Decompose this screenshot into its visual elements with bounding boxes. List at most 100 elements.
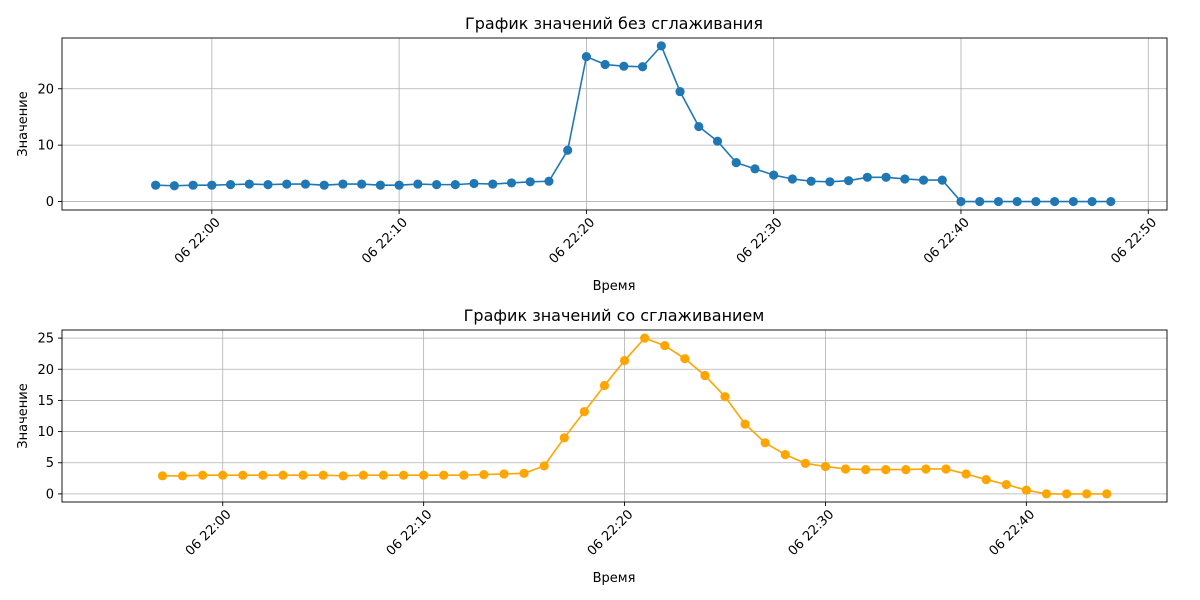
data-point — [825, 177, 835, 187]
data-point — [169, 181, 179, 191]
y-tick-label: 0 — [46, 195, 54, 210]
data-point — [921, 464, 931, 474]
data-point — [525, 177, 535, 187]
data-point — [506, 178, 517, 188]
data-point — [499, 469, 509, 479]
data-point — [961, 469, 971, 479]
data-point — [820, 461, 831, 472]
data-point — [177, 471, 188, 481]
data-point — [1106, 196, 1116, 207]
y-tick-label: 10 — [37, 139, 54, 154]
data-point — [1021, 485, 1031, 495]
data-point — [760, 438, 770, 448]
x-axis-label: Время — [593, 279, 636, 294]
x-tick-label: 06 22:00 — [183, 507, 235, 559]
data-point — [357, 179, 367, 189]
data-point — [431, 180, 442, 190]
data-point — [680, 354, 690, 364]
data-point — [740, 419, 750, 429]
data-point — [619, 355, 630, 366]
data-point — [225, 180, 236, 190]
data-point — [975, 196, 985, 207]
data-point — [318, 470, 328, 480]
data-point — [640, 333, 650, 343]
chart-smoothed: График значений со сглаживанием Время Зн… — [16, 306, 1168, 586]
data-point — [700, 370, 710, 381]
data-point — [207, 180, 217, 190]
data-point — [901, 464, 911, 475]
data-point — [1061, 489, 1072, 499]
data-point — [599, 380, 610, 391]
data-point — [300, 179, 311, 189]
data-point — [198, 470, 208, 480]
x-axis-label: Время — [593, 571, 636, 586]
y-tick-label: 20 — [37, 82, 54, 97]
data-point — [800, 458, 810, 468]
data-point — [258, 470, 268, 480]
data-point — [1102, 489, 1112, 499]
data-point — [398, 470, 409, 480]
chart-raw: График значений без сглаживания Время Зн… — [16, 14, 1168, 294]
y-axis-label: Значение — [16, 383, 31, 448]
data-point — [413, 179, 423, 189]
data-point — [900, 174, 910, 184]
data-point — [338, 471, 348, 481]
y-tick-label: 15 — [37, 394, 54, 409]
data-point — [806, 176, 816, 186]
plot-frame — [61, 37, 1168, 211]
data-point — [238, 470, 248, 480]
y-axis-label: Значение — [16, 91, 31, 156]
data-point — [579, 407, 589, 417]
data-point — [881, 172, 891, 182]
data-point — [941, 464, 951, 474]
data-point — [861, 464, 871, 475]
data-point — [881, 464, 891, 475]
data-point — [694, 121, 704, 132]
x-tick-label: 06 22:50 — [1108, 215, 1160, 267]
data-point — [450, 180, 460, 190]
chart-title: График значений без сглаживания — [465, 14, 763, 33]
data-point — [539, 461, 549, 471]
y-tick-label: 10 — [37, 425, 54, 440]
series-line — [155, 45, 1111, 203]
data-point — [1031, 196, 1041, 207]
data-point — [918, 175, 929, 185]
x-tick-label: 06 22:10 — [359, 215, 411, 267]
data-point — [218, 470, 228, 480]
x-tick-label: 06 22:20 — [585, 507, 637, 559]
data-point — [780, 450, 790, 460]
data-point — [656, 41, 666, 51]
x-tick-label: 06 22:00 — [172, 215, 224, 267]
data-point — [319, 180, 329, 190]
plot-frame — [61, 329, 1168, 503]
y-tick-label: 0 — [46, 487, 54, 502]
data-point — [188, 180, 198, 190]
data-point — [660, 340, 670, 351]
data-point — [469, 178, 479, 189]
data-point — [378, 470, 389, 480]
data-point — [282, 179, 292, 189]
data-point — [544, 176, 554, 186]
y-tick-label: 20 — [37, 363, 54, 378]
data-point — [559, 433, 569, 443]
y-tick-label: 5 — [46, 456, 54, 471]
data-point — [1087, 196, 1097, 207]
y-tick-label: 25 — [37, 332, 54, 347]
data-point — [459, 470, 469, 480]
data-point — [419, 470, 429, 480]
data-point — [1082, 489, 1092, 499]
data-point — [563, 145, 573, 155]
x-tick-label: 06 22:20 — [547, 215, 599, 267]
data-point — [1068, 196, 1078, 207]
data-point — [731, 158, 741, 168]
data-point — [844, 176, 854, 186]
x-tick-label: 06 22:40 — [986, 507, 1038, 559]
data-point — [1041, 489, 1052, 499]
data-point — [375, 180, 385, 190]
data-point — [581, 52, 592, 62]
x-tick-label: 06 22:30 — [734, 215, 786, 267]
data-point — [278, 470, 288, 480]
data-point — [244, 179, 254, 189]
data-point — [750, 164, 760, 174]
data-point — [479, 469, 489, 480]
